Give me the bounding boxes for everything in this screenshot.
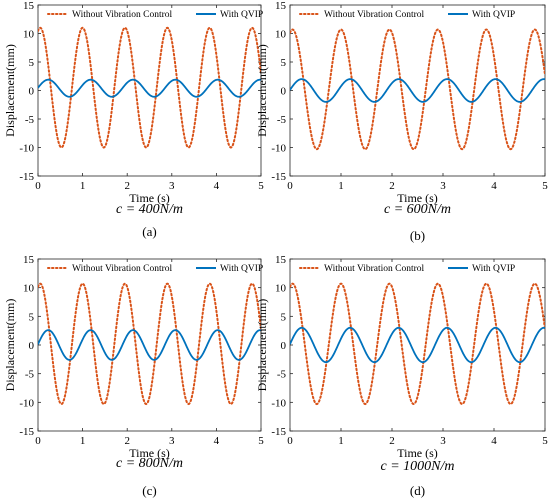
x-tick-label: 1 [338, 435, 344, 447]
legend: Without Vibration Control With QVIP [299, 264, 515, 274]
x-tick-label: 0 [35, 180, 41, 192]
x-tick-label: 4 [214, 180, 220, 192]
x-tick-label: 2 [124, 435, 130, 447]
y-tick-label: 15 [23, 0, 35, 12]
y-tick-label: 0 [29, 340, 35, 352]
x-axis-label: Time (s) [397, 191, 438, 205]
x-tick-label: 4 [491, 180, 497, 192]
x-tick-label: 4 [491, 435, 497, 447]
y-tick-label: 10 [23, 283, 35, 295]
y-tick-label: 0 [281, 340, 287, 352]
series-line-with-qvip [38, 329, 261, 361]
x-axis-label: Time (s) [129, 446, 170, 460]
legend-label-without-vibration-control: Without Vibration Control [324, 10, 425, 20]
y-tick-label: -15 [271, 426, 286, 438]
x-tick-label: 1 [338, 180, 344, 192]
plot-frame [289, 258, 546, 432]
y-tick-label: 5 [29, 311, 35, 323]
y-tick-label: 15 [275, 0, 287, 12]
panel-label: (b) [410, 228, 425, 243]
x-tick-label: 1 [80, 180, 86, 192]
x-tick-label: 5 [258, 180, 264, 192]
x-tick-label: 2 [124, 180, 130, 192]
legend-label-with-qvip: With QVIP [220, 10, 263, 20]
x-tick-label: 3 [440, 180, 446, 192]
series-line-with-qvip [38, 78, 261, 98]
series-line-without-vibration-control [290, 282, 545, 406]
x-axis-label: Time (s) [129, 191, 170, 205]
parameter-caption: c = 800N/m [116, 456, 183, 471]
x-tick-label: 3 [169, 435, 175, 447]
legend-label-with-qvip: With QVIP [472, 10, 515, 20]
y-axis-label: Displacement(mm) [255, 299, 269, 392]
legend: Without Vibration Control With QVIP [299, 10, 515, 20]
y-tick-label: -5 [277, 114, 287, 126]
x-tick-label: 0 [35, 435, 41, 447]
plot-frame [289, 4, 546, 177]
y-tick-label: -5 [25, 369, 35, 381]
plot-frame [37, 258, 262, 432]
panel-label: (a) [142, 224, 156, 239]
y-tick-label: -15 [19, 426, 34, 438]
y-axis-label: Displacement(mm) [255, 44, 269, 137]
panel-label: (d) [410, 483, 425, 498]
series-line-without-vibration-control [38, 282, 261, 406]
y-tick-label: 15 [23, 254, 35, 266]
legend-label-without-vibration-control: Without Vibration Control [72, 10, 173, 20]
x-tick-label: 5 [542, 180, 548, 192]
y-tick-label: -10 [271, 397, 286, 409]
y-tick-label: -5 [25, 114, 35, 126]
x-tick-label: 4 [214, 435, 220, 447]
y-tick-label: 10 [275, 283, 287, 295]
series-line-without-vibration-control [290, 28, 545, 151]
x-tick-label: 3 [440, 435, 446, 447]
y-tick-label: -10 [19, 397, 34, 409]
legend: Without Vibration Control With QVIP [47, 10, 263, 20]
y-tick-label: -10 [19, 143, 34, 155]
series-line-without-vibration-control [38, 26, 261, 149]
legend-label-without-vibration-control: Without Vibration Control [72, 264, 173, 274]
parameter-caption: c = 600N/m [384, 202, 451, 217]
panel-label: (c) [142, 483, 156, 498]
y-tick-label: 0 [29, 86, 35, 98]
x-tick-label: 1 [80, 435, 86, 447]
legend-label-with-qvip: With QVIP [472, 264, 515, 274]
series-line-with-qvip [290, 78, 545, 103]
y-tick-label: 5 [281, 57, 287, 69]
x-tick-label: 3 [169, 180, 175, 192]
y-tick-label: -10 [271, 143, 286, 155]
chart-panel-d: 0 1 2 3 4 5 -15 -10 -5 0 5 10 15 Time (s) Displacement… [255, 254, 548, 498]
x-axis-label: Time (s) [397, 446, 438, 460]
parameter-caption: c = 1000N/m [381, 459, 455, 474]
x-tick-label: 0 [287, 435, 293, 447]
legend-label-without-vibration-control: Without Vibration Control [324, 264, 425, 274]
plot-frame [37, 4, 262, 177]
y-axis-label: Displacement(mm) [3, 44, 17, 137]
y-tick-label: 5 [29, 57, 35, 69]
x-tick-label: 2 [389, 435, 395, 447]
parameter-caption: c = 400N/m [116, 202, 183, 217]
series-line-with-qvip [290, 326, 545, 364]
chart-panel-b: 0 1 2 3 4 5 -15 -10 -5 0 5 10 15 Time (s) Displacement… [255, 0, 548, 243]
x-tick-label: 0 [287, 180, 293, 192]
y-tick-label: 10 [275, 29, 287, 41]
y-tick-label: -15 [19, 171, 34, 183]
x-tick-label: 5 [258, 435, 264, 447]
x-tick-label: 2 [389, 180, 395, 192]
y-tick-label: -15 [271, 171, 286, 183]
y-tick-label: -5 [277, 369, 287, 381]
legend-label-with-qvip: With QVIP [220, 264, 263, 274]
y-tick-label: 15 [275, 254, 287, 266]
chart-panel-a: 0 1 2 3 4 5 -15 -10 -5 0 5 10 15 Time (s) Displacement… [3, 0, 264, 239]
y-axis-label: Displacement(mm) [3, 299, 17, 392]
y-tick-label: 0 [281, 86, 287, 98]
y-tick-label: 10 [23, 29, 35, 41]
x-tick-label: 5 [542, 435, 548, 447]
chart-panel-c: 0 1 2 3 4 5 -15 -10 -5 0 5 10 15 Time (s) Displacement… [3, 254, 264, 498]
y-tick-label: 5 [281, 311, 287, 323]
legend: Without Vibration Control With QVIP [47, 264, 263, 274]
